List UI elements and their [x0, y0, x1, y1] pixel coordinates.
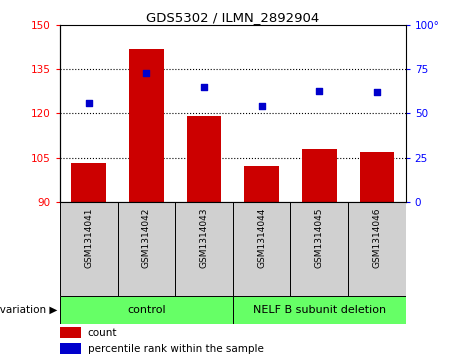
Text: control: control — [127, 305, 165, 315]
Text: GSM1314043: GSM1314043 — [200, 207, 208, 268]
Bar — [233, 296, 406, 324]
Text: GSM1314041: GSM1314041 — [84, 207, 93, 268]
Bar — [348, 201, 406, 296]
Bar — [118, 201, 175, 296]
Point — [85, 100, 92, 106]
Title: GDS5302 / ILMN_2892904: GDS5302 / ILMN_2892904 — [146, 11, 319, 24]
Point — [315, 88, 323, 94]
Bar — [129, 49, 164, 201]
Bar — [233, 201, 290, 296]
Point — [142, 70, 150, 76]
Text: percentile rank within the sample: percentile rank within the sample — [88, 344, 264, 354]
Bar — [187, 117, 221, 201]
Text: GSM1314045: GSM1314045 — [315, 207, 324, 268]
Bar — [71, 163, 106, 201]
Bar — [360, 152, 394, 201]
Bar — [60, 343, 81, 354]
Text: GSM1314042: GSM1314042 — [142, 207, 151, 268]
Bar — [302, 149, 337, 201]
Point — [258, 103, 266, 109]
Bar — [60, 201, 118, 296]
Text: count: count — [88, 328, 117, 338]
Text: NELF B subunit deletion: NELF B subunit deletion — [253, 305, 386, 315]
Bar — [175, 201, 233, 296]
Text: GSM1314046: GSM1314046 — [372, 207, 381, 268]
Text: genotype/variation ▶: genotype/variation ▶ — [0, 305, 57, 315]
Bar — [290, 201, 348, 296]
Bar — [60, 327, 81, 338]
Point — [373, 89, 381, 95]
Text: GSM1314044: GSM1314044 — [257, 207, 266, 268]
Point — [200, 84, 207, 90]
Bar — [60, 296, 233, 324]
Bar — [244, 166, 279, 201]
